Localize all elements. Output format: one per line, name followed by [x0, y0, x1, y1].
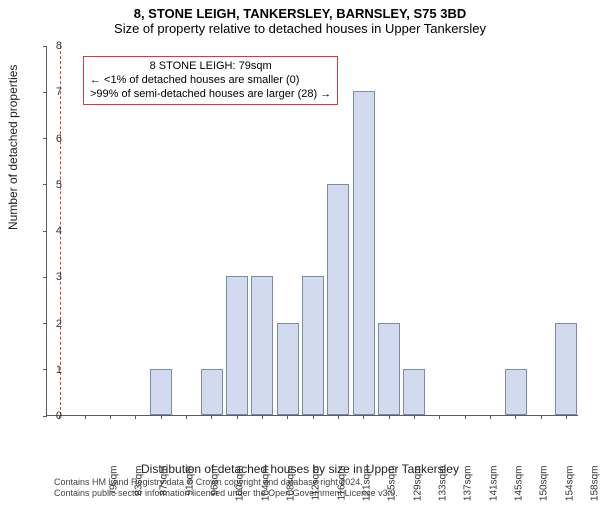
xtick-mark	[363, 415, 364, 419]
histogram-bar	[302, 276, 324, 415]
histogram-bar	[201, 369, 223, 415]
xtick-mark	[414, 415, 415, 419]
chart-title-line2: Size of property relative to detached ho…	[0, 21, 600, 38]
xtick-label: 91sqm	[184, 466, 195, 526]
xtick-label: 104sqm	[260, 466, 271, 526]
histogram-bar	[327, 184, 349, 415]
xtick-label: 129sqm	[412, 466, 423, 526]
annotation-line2: ← <1% of detached houses are smaller (0)	[90, 74, 331, 88]
histogram-bar	[251, 276, 273, 415]
xtick-mark	[186, 415, 187, 419]
histogram-bar	[150, 369, 172, 415]
histogram-bar	[555, 323, 577, 416]
xtick-mark	[287, 415, 288, 419]
ytick-label: 2	[42, 318, 62, 330]
xtick-label: 121sqm	[362, 466, 373, 526]
histogram-bar	[505, 369, 527, 415]
xtick-label: 96sqm	[210, 466, 221, 526]
y-axis-label: Number of detached properties	[6, 65, 20, 230]
ytick-label: 6	[42, 133, 62, 145]
histogram-bar	[378, 323, 400, 416]
xtick-mark	[110, 415, 111, 419]
xtick-label: 145sqm	[514, 466, 525, 526]
chart-title-line1: 8, STONE LEIGH, TANKERSLEY, BARNSLEY, S7…	[0, 0, 600, 21]
ytick-label: 4	[42, 225, 62, 237]
xtick-label: 100sqm	[235, 466, 246, 526]
xtick-mark	[262, 415, 263, 419]
annotation-box: 8 STONE LEIGH: 79sqm← <1% of detached ho…	[83, 56, 338, 105]
xtick-label: 141sqm	[488, 466, 499, 526]
xtick-label: 79sqm	[108, 466, 119, 526]
histogram-bar	[353, 91, 375, 415]
ytick-label: 3	[42, 271, 62, 283]
xtick-mark	[541, 415, 542, 419]
xtick-label: 112sqm	[311, 466, 322, 526]
xtick-label: 87sqm	[159, 466, 170, 526]
xtick-label: 133sqm	[438, 466, 449, 526]
xtick-label: 83sqm	[134, 466, 145, 526]
histogram-bar	[226, 276, 248, 415]
ytick-label: 1	[42, 364, 62, 376]
xtick-mark	[465, 415, 466, 419]
ytick-label: 0	[42, 410, 62, 422]
xtick-mark	[237, 415, 238, 419]
xtick-label: 116sqm	[336, 466, 347, 526]
xtick-label: 108sqm	[286, 466, 297, 526]
xtick-mark	[490, 415, 491, 419]
xtick-mark	[338, 415, 339, 419]
ytick-label: 8	[42, 40, 62, 52]
xtick-label: 154sqm	[564, 466, 575, 526]
annotation-line3: >99% of semi-detached houses are larger …	[90, 88, 331, 102]
xtick-mark	[161, 415, 162, 419]
xtick-label: 125sqm	[387, 466, 398, 526]
xtick-mark	[389, 415, 390, 419]
ytick-label: 7	[42, 86, 62, 98]
histogram-bar	[277, 323, 299, 416]
plot-region: 8 STONE LEIGH: 79sqm← <1% of detached ho…	[46, 46, 578, 416]
xtick-mark	[135, 415, 136, 419]
chart-area: 8 STONE LEIGH: 79sqm← <1% of detached ho…	[46, 46, 578, 416]
x-axis-label: Distribution of detached houses by size …	[0, 462, 600, 476]
ytick-label: 5	[42, 179, 62, 191]
annotation-line1: 8 STONE LEIGH: 79sqm	[90, 60, 331, 74]
histogram-bar	[403, 369, 425, 415]
xtick-mark	[211, 415, 212, 419]
xtick-mark	[566, 415, 567, 419]
xtick-mark	[439, 415, 440, 419]
xtick-label: 150sqm	[539, 466, 550, 526]
xtick-label: 137sqm	[463, 466, 474, 526]
xtick-mark	[85, 415, 86, 419]
xtick-label: 158sqm	[590, 466, 600, 526]
xtick-mark	[515, 415, 516, 419]
xtick-mark	[313, 415, 314, 419]
